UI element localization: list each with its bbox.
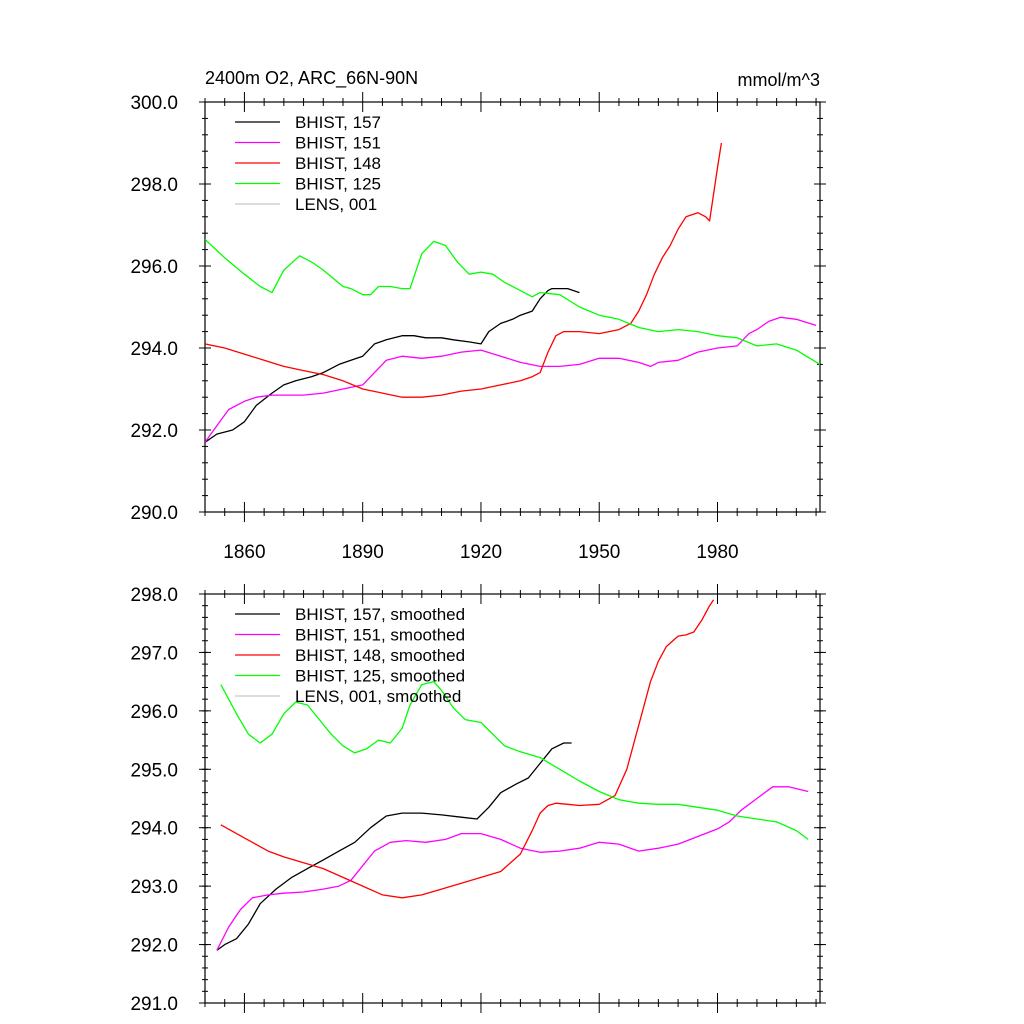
top-legend-label: BHIST, 157 <box>295 113 381 132</box>
bottom-ytick-label: 296.0 <box>130 702 178 723</box>
top-xtick-label: 1980 <box>696 542 738 563</box>
top-plot-frame <box>204 101 821 513</box>
bottom-ytick-label: 298.0 <box>130 585 178 606</box>
bottom-series-line-1 <box>216 786 809 951</box>
bottom-series-line-3 <box>220 680 809 840</box>
bottom-legend-label: LENS, 001, smoothed <box>295 687 461 706</box>
top-ytick-label: 296.0 <box>130 257 178 278</box>
bottom-series-group <box>216 599 809 951</box>
top-series-line-3 <box>205 238 820 365</box>
bottom-series-line-0 <box>216 742 572 951</box>
top-legend-label: LENS, 001 <box>295 195 377 214</box>
bottom-ytick-label: 294.0 <box>130 819 178 840</box>
bottom-legend-label: BHIST, 125, smoothed <box>295 667 465 686</box>
bottom-ytick-label: 293.0 <box>130 877 178 898</box>
top-xtick-label: 1860 <box>223 542 265 563</box>
chart-title: 2400m O2, ARC_66N-90N <box>205 68 418 89</box>
top-ytick-label: 298.0 <box>130 175 178 196</box>
bottom-legend-label: BHIST, 148, smoothed <box>295 646 465 665</box>
top-ytick-label: 294.0 <box>130 339 178 360</box>
top-ytick-label: 290.0 <box>130 503 178 524</box>
top-series-line-2 <box>205 142 723 398</box>
bottom-plot-frame <box>204 593 821 1004</box>
top-legend-label: BHIST, 125 <box>295 175 381 194</box>
top-series-group <box>205 142 820 443</box>
top-legend-label: BHIST, 148 <box>295 154 381 173</box>
top-legend-label: BHIST, 151 <box>295 134 381 153</box>
bottom-ytick-label: 292.0 <box>130 936 178 957</box>
top-series-line-1 <box>205 316 817 443</box>
bottom-series-line-2 <box>220 599 715 899</box>
top-panel: 290.0 292.0 294.0 296.0 298.0 300.0 1860 1890 19… <box>130 92 826 563</box>
top-xtick-label: 1890 <box>342 542 384 563</box>
top-series-line-0 <box>205 287 580 443</box>
bottom-panel: 291.0 292.0 293.0 294.0 295.0 296.0 297.0 298.0… <box>130 584 826 1015</box>
bottom-ytick-label: 295.0 <box>130 760 178 781</box>
bottom-legend-label: BHIST, 151, smoothed <box>295 626 465 645</box>
bottom-legend-label: BHIST, 157, smoothed <box>295 605 465 624</box>
chart-units: mmol/m^3 <box>738 70 820 90</box>
bottom-ytick-label: 297.0 <box>130 643 178 664</box>
top-xtick-label: 1950 <box>578 542 620 563</box>
top-xtick-label: 1920 <box>460 542 502 563</box>
top-ytick-label: 292.0 <box>130 421 178 442</box>
bottom-ytick-label: 291.0 <box>130 994 178 1015</box>
top-ytick-label: 300.0 <box>130 93 178 114</box>
